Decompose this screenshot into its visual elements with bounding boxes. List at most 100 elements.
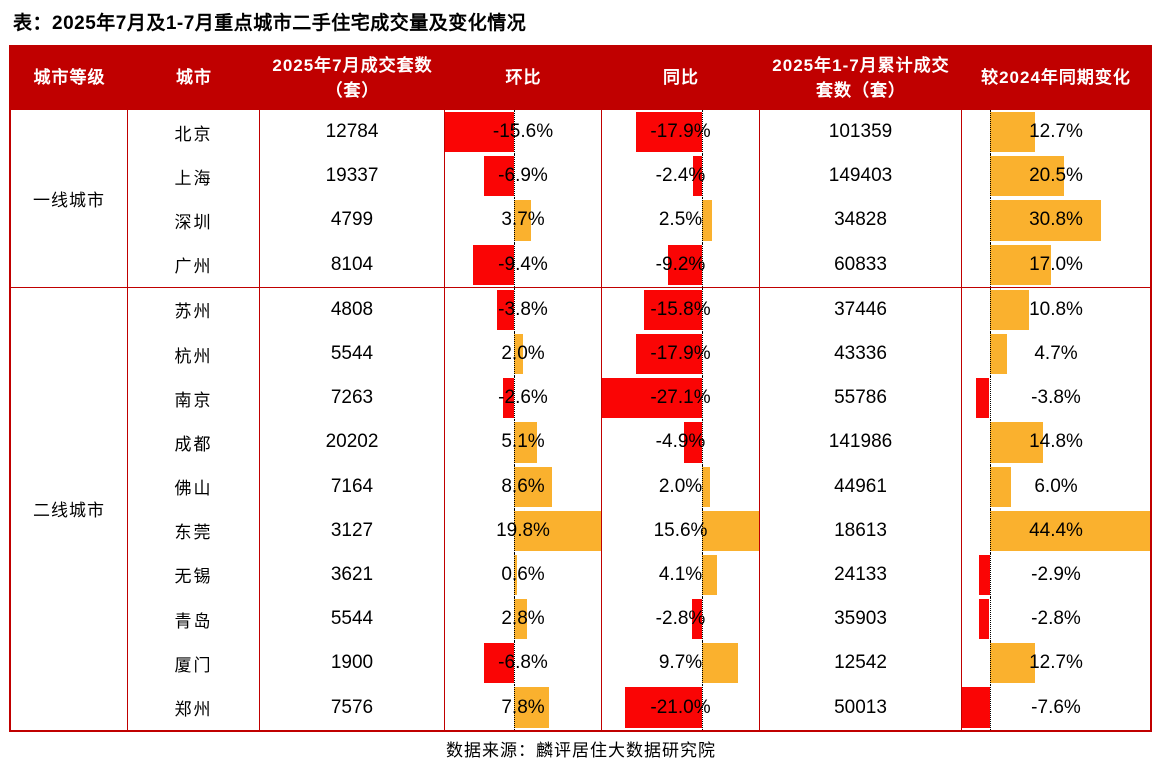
city-name: 无锡 (128, 552, 260, 598)
jul-sales-value: 8104 (330, 253, 374, 275)
city-name-value: 上海 (174, 168, 213, 188)
city-name: 苏州 (128, 287, 260, 332)
tier-label: 二线城市 (11, 287, 128, 730)
city-name-value: 厦门 (174, 655, 213, 675)
zero-axis-line (702, 287, 704, 332)
negative-data-bar (636, 333, 703, 375)
zero-axis-line (702, 376, 704, 421)
yoy-value: -15.8% (650, 298, 711, 320)
positive-data-bar (514, 599, 527, 640)
yoy-value: -9.2% (655, 253, 706, 275)
zero-axis-line (989, 154, 991, 199)
cum-sales: 141986 (760, 420, 962, 465)
tier-block-2: 二线城市 苏州 4808 -3.8% -15.8% 37446 10.8% 杭州 5544 2.0… (11, 286, 1150, 730)
negative-data-bar (962, 687, 990, 728)
data-source: 数据来源：麟评居住大数据研究院 (446, 741, 716, 760)
cum-sales-value: 43336 (834, 343, 887, 365)
positive-data-bar (514, 554, 517, 596)
jul-sales-value: 7164 (330, 475, 374, 497)
yoy-cell: -2.8% (602, 597, 760, 642)
mom-cell: 19.8% (445, 508, 602, 553)
zero-axis-line (989, 641, 991, 686)
zero-axis-line (514, 420, 516, 465)
yoy-cell: 15.6% (602, 508, 760, 553)
negative-data-bar (502, 378, 515, 419)
col-header-city-tier: 城市等级 (33, 68, 106, 88)
jul-sales-value: 3127 (330, 519, 374, 541)
positive-data-bar (514, 510, 601, 551)
table-row: 深圳 4799 3.7% 2.5% 34828 30.8% (128, 198, 1150, 243)
table-row: 北京 12784 -15.6% -17.9% 101359 12.7% (128, 110, 1150, 155)
city-name: 郑州 (128, 685, 260, 730)
cum-sales: 34828 (760, 198, 962, 243)
col-header-mom: 环比 (505, 68, 542, 88)
city-name-value: 成都 (174, 434, 213, 454)
cum-sales: 37446 (760, 287, 962, 332)
mom-value: 2.0% (501, 343, 545, 365)
positive-data-bar (702, 466, 710, 507)
cum-sales: 55786 (760, 376, 962, 421)
yoy-value: -17.9% (650, 343, 711, 365)
col-header-cum-sales: 2025年1-7月累计成交套数（套） (772, 55, 950, 100)
zero-axis-line (989, 198, 991, 243)
city-name-value: 东莞 (174, 523, 213, 543)
yoy-value: 2.0% (658, 475, 703, 497)
positive-data-bar (514, 333, 524, 375)
mom-value: 3.7% (501, 209, 545, 231)
yoy-cell: -17.9% (602, 110, 760, 155)
zero-axis-line (989, 110, 991, 155)
negative-data-bar (979, 554, 990, 596)
yoy-value: -17.9% (650, 121, 711, 143)
vs2024-value: 4.7% (1034, 343, 1078, 365)
tier-label: 一线城市 (11, 110, 128, 287)
zero-axis-line (989, 597, 991, 642)
jul-sales-value: 7263 (330, 387, 374, 409)
city-name: 北京 (128, 110, 260, 155)
cum-sales-value: 50013 (834, 696, 887, 718)
mom-value: 19.8% (496, 519, 550, 541)
table-row: 成都 20202 5.1% -4.9% 141986 14.8% (128, 420, 1150, 465)
jul-sales: 4808 (260, 287, 445, 332)
jul-sales-value: 20202 (325, 431, 379, 453)
mom-value: 2.8% (501, 608, 545, 630)
yoy-value: 4.1% (658, 563, 703, 585)
jul-sales: 7576 (260, 685, 445, 730)
city-name: 上海 (128, 154, 260, 199)
cum-sales-value: 149403 (828, 165, 893, 187)
zero-axis-line (702, 597, 704, 642)
negative-data-bar (445, 112, 515, 153)
jul-sales: 8104 (260, 242, 445, 287)
negative-data-bar (693, 156, 703, 197)
cum-sales-value: 141986 (828, 431, 893, 453)
vs2024-value: -7.6% (1031, 696, 1081, 718)
table-row: 厦门 1900 -6.8% 9.7% 12542 12.7% (128, 641, 1150, 686)
jul-sales: 3127 (260, 508, 445, 553)
table-row: 无锡 3621 0.6% 4.1% 24133 -2.9% (128, 552, 1150, 598)
table-row: 上海 19337 -6.9% -2.4% 149403 20.5% (128, 154, 1150, 199)
zero-axis-line (702, 154, 704, 199)
mom-value: 0.6% (501, 563, 545, 585)
mom-cell: -9.4% (445, 242, 602, 287)
zero-axis-line (989, 287, 991, 332)
positive-data-bar (989, 200, 1101, 241)
city-name: 佛山 (128, 464, 260, 509)
cum-sales-value: 24133 (834, 563, 887, 585)
city-name-value: 无锡 (174, 567, 213, 587)
jul-sales-value: 12784 (325, 121, 379, 143)
table-row: 苏州 4808 -3.8% -15.8% 37446 10.8% (128, 287, 1150, 332)
zero-axis-line (702, 685, 704, 730)
vs2024-cell: 20.5% (962, 154, 1150, 199)
yoy-cell: 2.0% (602, 464, 760, 509)
tier-rows: 北京 12784 -15.6% -17.9% 101359 12.7% 上海 19337 -6.… (128, 110, 1150, 287)
table-row: 佛山 7164 8.6% 2.0% 44961 6.0% (128, 464, 1150, 509)
yoy-cell: -15.8% (602, 287, 760, 332)
city-name: 厦门 (128, 641, 260, 686)
zero-axis-line (702, 331, 704, 377)
positive-data-bar (514, 687, 549, 728)
zero-axis-line (702, 641, 704, 686)
yoy-cell: -2.4% (602, 154, 760, 199)
zero-axis-line (514, 110, 516, 155)
positive-data-bar (989, 244, 1051, 285)
vs2024-value: 17.0% (1029, 253, 1083, 275)
